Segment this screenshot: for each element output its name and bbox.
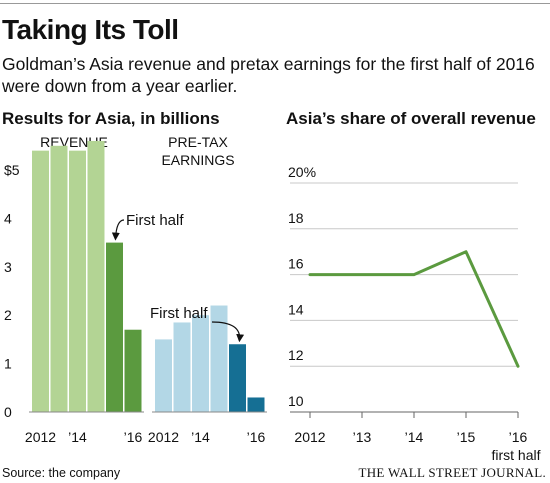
line-y-tick-label: 16 (288, 256, 304, 272)
bar (173, 322, 191, 412)
line-y-tick-label: 14 (288, 301, 304, 317)
line-x-tick-label: ’14 (405, 429, 424, 445)
bar (124, 329, 142, 412)
bar-y-tick-label: 0 (4, 404, 12, 420)
line-x-sublabel: first half (491, 447, 540, 463)
bar (192, 315, 209, 412)
bar-x-tick-label: 2012 (148, 429, 179, 445)
bars-panel-title: Results for Asia, in billions (2, 109, 220, 128)
annotation-arrow (111, 219, 125, 241)
bar-y-tick-label: 1 (4, 356, 12, 372)
line-x-tick-label: ’16 (509, 429, 528, 445)
bar-x-tick-label: ’14 (191, 429, 210, 445)
bar-group-label: PRE-TAX (168, 134, 228, 150)
source-note: Source: the company (2, 466, 121, 480)
bar-group-label: EARNINGS (161, 152, 234, 168)
bar (50, 145, 68, 413)
bar (32, 150, 49, 412)
bar (87, 140, 105, 412)
bar-x-tick-label: ’16 (124, 429, 143, 445)
bar-y-tick-label: 4 (4, 210, 12, 226)
line-y-tick-label: 18 (288, 210, 304, 226)
bar (247, 397, 265, 412)
bar (229, 344, 246, 412)
bar (155, 339, 172, 412)
bar-y-tick-label: $5 (4, 162, 20, 178)
top-rule (0, 3, 550, 4)
bar-y-tick-label: 3 (4, 259, 12, 275)
chart-subtitle: Goldman’s Asia revenue and pretax earnin… (2, 54, 535, 96)
bar-x-tick-label: ’16 (247, 429, 266, 445)
line-y-tick-label: 10 (288, 393, 304, 409)
first-half-annotation: First half (150, 305, 208, 322)
line-x-tick-label: 2012 (294, 429, 325, 445)
line-x-tick-label: ’13 (353, 429, 372, 445)
bar-x-tick-label: ’14 (68, 429, 87, 445)
bar (69, 150, 86, 412)
annotation-arrow (211, 321, 245, 343)
chart-title: Taking Its Toll (2, 14, 179, 45)
line-y-tick-label: 12 (288, 347, 304, 363)
bar (210, 305, 228, 412)
bar (106, 242, 123, 412)
line-x-tick-label: ’15 (457, 429, 476, 445)
line-y-tick-label: 20% (288, 164, 316, 180)
line-panel-title: Asia’s share of overall revenue (286, 109, 536, 128)
bar-y-tick-label: 2 (4, 307, 12, 323)
bar-x-tick-label: 2012 (25, 429, 56, 445)
first-half-annotation: First half (126, 212, 184, 229)
share-series-line (308, 250, 520, 368)
publisher-logo: THE WALL STREET JOURNAL. (358, 465, 546, 480)
